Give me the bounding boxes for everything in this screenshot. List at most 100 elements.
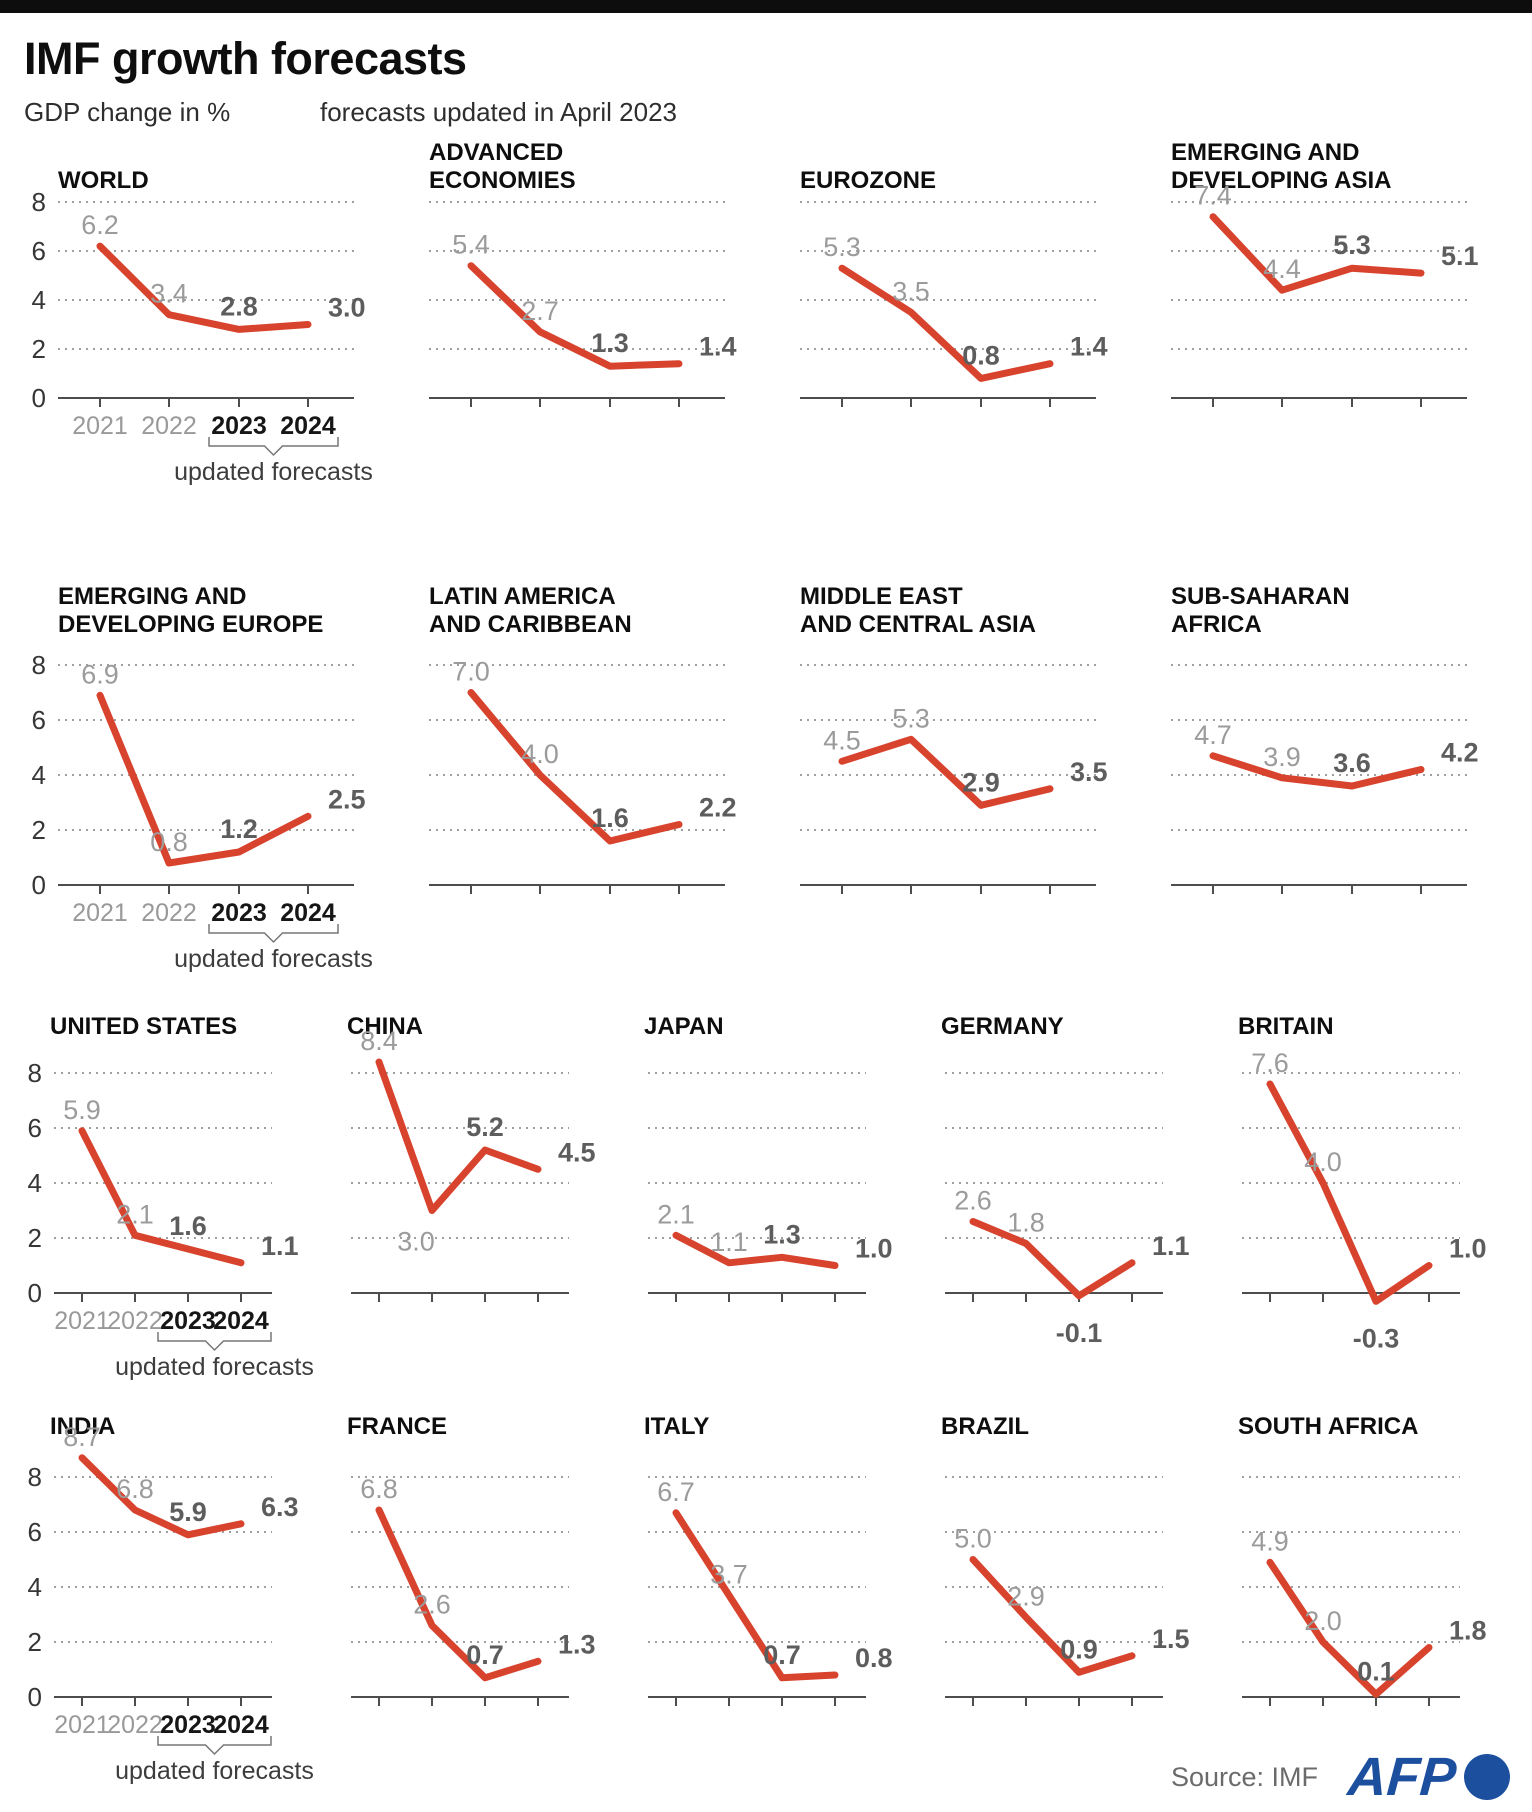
chart-canvas-japan: 2.1 1.1 1.3 1.0 <box>648 1072 893 1302</box>
data-label-2024: 1.4 <box>1070 332 1108 362</box>
y-axis-label: 8 <box>28 1058 42 1088</box>
data-label-2023: 3.6 <box>1333 748 1371 778</box>
series-line <box>78 1127 245 1267</box>
data-label-2021: 8.4 <box>360 1026 398 1056</box>
x-axis-label-2023: 2023 <box>211 899 267 927</box>
chart-canvas-emerging-and-developing-europe: 8 6 4 2 0 6.9 0.8 1.2 2.5 2021 2022 2023 2024 updated… <box>32 650 373 973</box>
gridlines <box>1171 664 1467 831</box>
subtitle-gdp-change: GDP change in % <box>24 97 231 127</box>
data-label-2022: 0.8 <box>150 827 188 857</box>
y-axis-label: 0 <box>32 870 46 900</box>
chart-canvas-sub-saharan-africa: 4.7 3.9 3.6 4.2 <box>1171 664 1479 894</box>
chart-panel-latin-america-and-caribbean: LATIN AMERICA AND CARIBBEAN 7.0 4.0 1.6 2.2 <box>395 577 766 984</box>
y-axis-label: 4 <box>28 1572 42 1602</box>
series-line <box>467 262 683 370</box>
data-label-2021: 5.9 <box>63 1095 101 1125</box>
y-axis-label: 0 <box>28 1682 42 1712</box>
y-axis-label: 8 <box>32 650 46 680</box>
chart-title: FRANCE <box>347 1412 447 1440</box>
y-axis-label: 6 <box>32 236 46 266</box>
forecast-bracket <box>157 1332 272 1352</box>
chart-title: ADVANCED ECONOMIES <box>429 138 576 194</box>
chart-title: JAPAN <box>644 1012 724 1040</box>
series-line <box>375 1058 542 1214</box>
chart-title: UNITED STATES <box>50 1012 238 1040</box>
chart-panel-south-africa: SOUTH AFRICA 4.9 2.0 0.1 1.8 <box>1212 1407 1509 1789</box>
data-label-2024: 5.1 <box>1441 241 1479 271</box>
data-label-2022: 2.1 <box>116 1199 154 1229</box>
data-label-2023: 5.2 <box>466 1112 504 1142</box>
data-label-2024: 2.5 <box>328 784 366 814</box>
chart-panel-sub-saharan-africa: SUB-SAHARAN AFRICA 4.7 3.9 3.6 4.2 <box>1137 577 1508 984</box>
data-label-2023: 0.8 <box>962 340 1000 370</box>
chart-title: ITALY <box>644 1412 710 1440</box>
data-label-2022: 5.3 <box>892 703 930 733</box>
data-label-2022: 2.7 <box>521 296 559 326</box>
gridlines <box>1242 1072 1460 1239</box>
data-label-2023: 2.9 <box>962 767 1000 797</box>
subtitle-forecast-date: forecasts updated in April 2023 <box>320 97 678 127</box>
chart-title: EMERGING AND DEVELOPING ASIA <box>1171 138 1392 194</box>
data-label-2022: 4.0 <box>521 739 559 769</box>
data-label-2023: 5.3 <box>1333 230 1371 260</box>
x-axis <box>1171 397 1467 407</box>
x-axis-label-2024: 2024 <box>213 1307 269 1335</box>
x-axis-label-2022: 2022 <box>107 1711 163 1739</box>
chart-panel-middle-east-and-central-asia: MIDDLE EAST AND CENTRAL ASIA 4.5 5.3 2.9 3.5 <box>766 577 1137 984</box>
gridlines <box>429 664 725 831</box>
x-axis <box>1242 1696 1460 1706</box>
chart-title: WORLD <box>58 166 149 194</box>
y-axis-label: 6 <box>28 1113 42 1143</box>
data-label-2021: 6.7 <box>657 1477 695 1507</box>
x-axis <box>58 884 354 894</box>
data-label-2023: 5.9 <box>169 1497 207 1527</box>
afp-logo-text: AFP <box>1345 1747 1459 1807</box>
afp-logo: AFP <box>1345 1746 1510 1808</box>
gridlines <box>429 201 725 350</box>
updated-forecasts-note: updated forecasts <box>115 1353 314 1381</box>
x-axis-label-2021: 2021 <box>54 1711 110 1739</box>
y-axis-label: 6 <box>28 1517 42 1547</box>
x-axis <box>945 1292 1163 1302</box>
chart-canvas-eurozone: 5.3 3.5 0.8 1.4 <box>800 201 1108 407</box>
x-axis-label-2024: 2024 <box>213 1711 269 1739</box>
data-label-2022: 3.4 <box>150 279 188 309</box>
data-label-2024: 3.0 <box>328 293 366 323</box>
chart-canvas-advanced-economies: 5.4 2.7 1.3 1.4 <box>429 201 737 407</box>
series-line <box>467 689 683 845</box>
chart-title: EMERGING AND DEVELOPING EUROPE <box>58 582 324 638</box>
data-label-2024: 1.1 <box>261 1231 299 1261</box>
x-axis-label-2022: 2022 <box>141 899 197 927</box>
chart-title: MIDDLE EAST AND CENTRAL ASIA <box>800 582 1037 638</box>
data-label-2021: 8.7 <box>63 1422 101 1452</box>
x-axis <box>429 397 725 407</box>
series-line <box>375 1506 542 1682</box>
chart-panel-britain: BRITAIN 7.6 4.0 -0.3 1.0 <box>1212 1007 1509 1386</box>
chart-canvas-latin-america-and-caribbean: 7.0 4.0 1.6 2.2 <box>429 657 737 894</box>
data-label-2023: 0.1 <box>1357 1656 1395 1686</box>
data-label-2023: 1.2 <box>220 814 258 844</box>
series-line <box>838 264 1054 382</box>
header: IMF growth forecasts GDP change in % for… <box>0 13 1532 131</box>
x-axis <box>800 884 1096 894</box>
chart-canvas-italy: 6.7 3.7 0.7 0.8 <box>648 1476 893 1706</box>
chart-title: BRITAIN <box>1238 1012 1334 1040</box>
x-axis-label-2023: 2023 <box>160 1711 216 1739</box>
chart-panel-emerging-and-developing-asia: EMERGING AND DEVELOPING ASIA 7.4 4.4 5.3 5.1 <box>1137 139 1508 495</box>
data-label-2023: 2.8 <box>220 291 258 321</box>
data-label-2021: 7.6 <box>1251 1048 1289 1078</box>
data-label-2024: 1.5 <box>1152 1624 1190 1654</box>
data-label-2024: 1.0 <box>1449 1234 1487 1264</box>
data-label-2022: 4.4 <box>1263 254 1301 284</box>
data-label-2021: 5.3 <box>823 232 861 262</box>
chart-panel-world: WORLD 8 6 4 2 0 6.2 3.4 2.8 3.0 2021 2022 2023 2024 up… <box>24 139 395 495</box>
data-label-2023: 0.9 <box>1060 1634 1098 1664</box>
chart-panel-advanced-economies: ADVANCED ECONOMIES 5.4 2.7 1.3 1.4 <box>395 139 766 495</box>
data-label-2024: 3.5 <box>1070 757 1108 787</box>
x-axis-label-2023: 2023 <box>211 412 267 440</box>
y-axis-label: 0 <box>28 1278 42 1308</box>
chart-canvas-china: 8.4 3.0 5.2 4.5 <box>351 1026 596 1302</box>
forecast-bracket <box>208 924 339 944</box>
chart-panel-italy: ITALY 6.7 3.7 0.7 0.8 <box>618 1407 915 1789</box>
